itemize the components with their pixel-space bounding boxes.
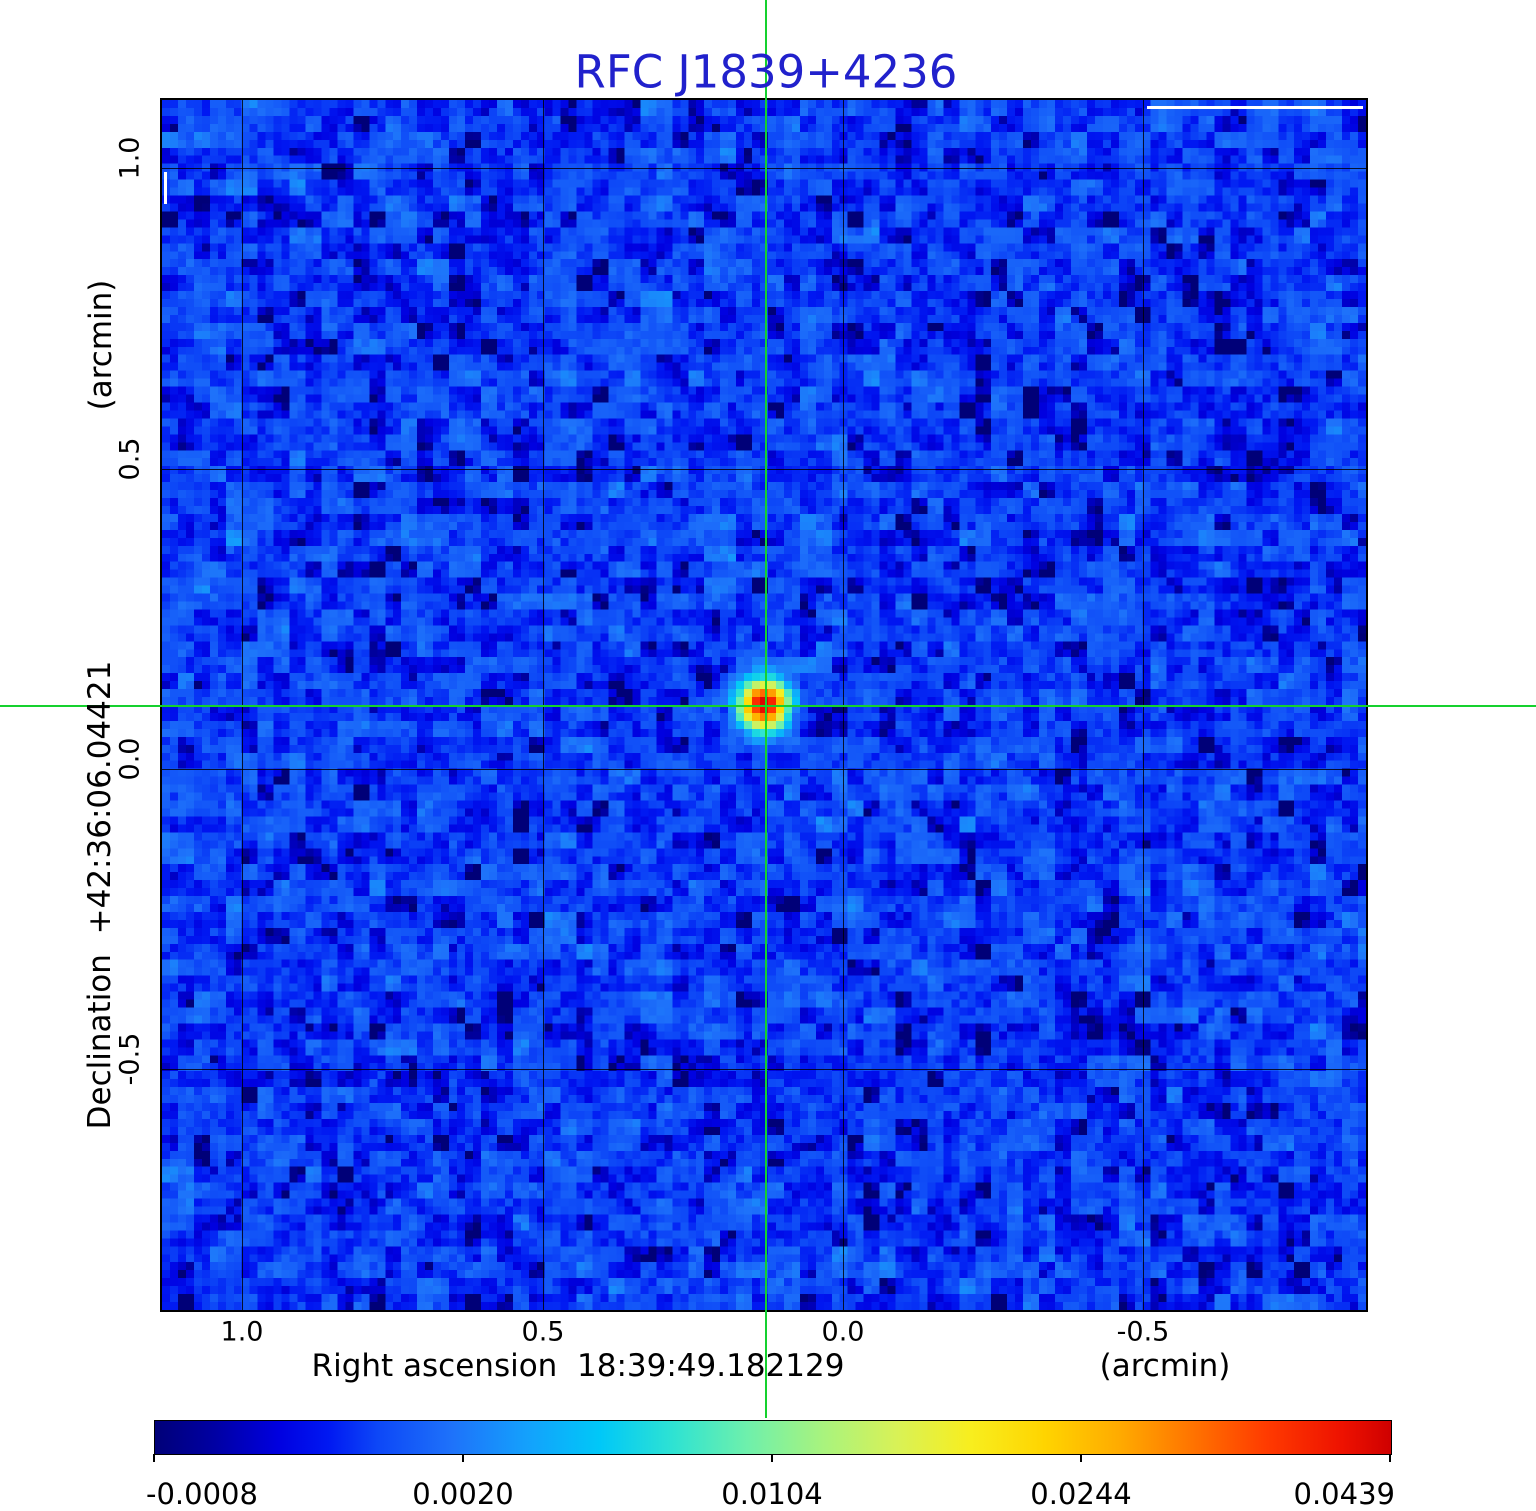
x-axis-label: Right ascension 18:39:49.182129 [311, 1348, 845, 1384]
plot-title: RFC J1839+4236 [574, 45, 958, 99]
saturation-mark-top [1147, 106, 1363, 109]
colorbar-tick-label: 0.0244 [1030, 1477, 1132, 1511]
crosshair-vertical-line [765, 0, 767, 1418]
grid-line-horizontal [162, 469, 1366, 470]
y-tick-label: 1.0 [114, 136, 146, 180]
colorbar-tick-label: -0.0008 [146, 1477, 258, 1511]
colorbar-tick [771, 1454, 773, 1462]
y-tick-label: 0.5 [114, 437, 146, 481]
colorbar-tick [153, 1454, 155, 1462]
colorbar-tick-label: 0.0104 [721, 1477, 823, 1511]
x-tick-label: 1.0 [220, 1316, 264, 1348]
colorbar-tick-label: 0.0439 [1293, 1477, 1395, 1511]
colorbar-tick [1080, 1454, 1082, 1462]
grid-line-horizontal [162, 168, 1366, 169]
x-tick-label: -0.5 [1116, 1316, 1170, 1348]
saturation-mark-left [164, 172, 167, 204]
grid-line-horizontal [162, 1069, 1366, 1070]
y-axis-label: Declination +42:36:06.04421 [82, 660, 118, 1130]
y-tick-label: 0.0 [114, 737, 146, 781]
y-tick-label: -0.5 [114, 1032, 146, 1086]
y-axis-unit-label: (arcmin) [83, 279, 119, 411]
colorbar-tick [1389, 1454, 1391, 1462]
colorbar-tick [462, 1454, 464, 1462]
x-tick-label: 0.5 [521, 1316, 565, 1348]
x-tick-label: 0.0 [821, 1316, 865, 1348]
colorbar [154, 1420, 1392, 1455]
grid-line-horizontal [162, 769, 1366, 770]
crosshair-horizontal-line [0, 705, 1536, 707]
colorbar-tick-label: 0.0020 [412, 1477, 514, 1511]
x-axis-unit-label: (arcmin) [1099, 1348, 1231, 1384]
